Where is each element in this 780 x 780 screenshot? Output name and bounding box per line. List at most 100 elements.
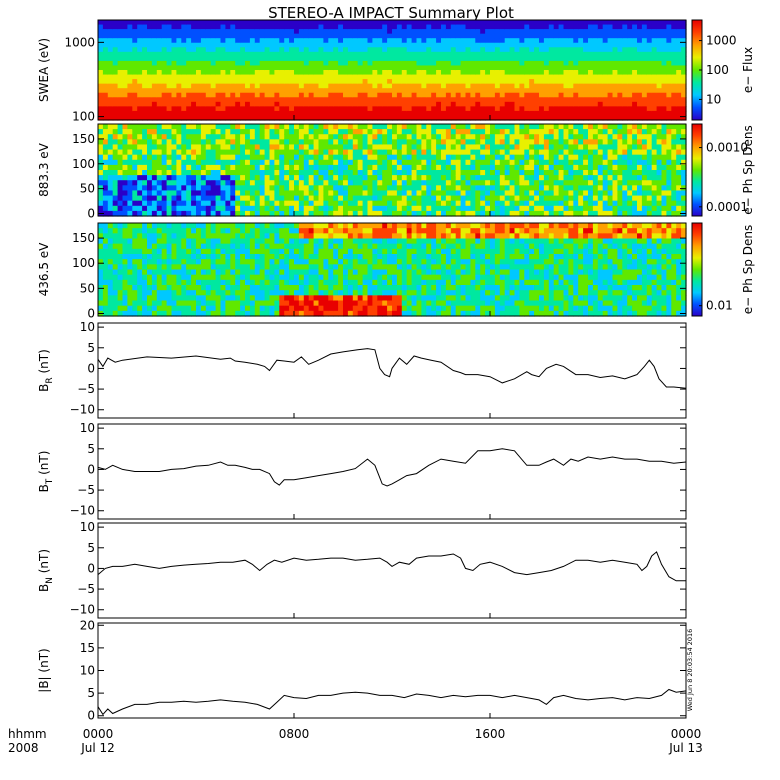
heatmap-cell [588, 38, 594, 44]
heatmap-cell [107, 233, 114, 240]
heatmap-cell [352, 185, 359, 192]
heatmap-cell [646, 51, 653, 57]
heatmap-cell [98, 134, 104, 140]
heatmap-cell [323, 170, 329, 176]
heatmap-cell [651, 101, 658, 107]
heatmap-cell [303, 159, 310, 166]
heatmap-cell [632, 29, 638, 35]
heatmap-cell [328, 101, 334, 107]
heatmap-cell [249, 33, 256, 39]
heatmap-cell [401, 129, 408, 135]
heatmap-cell [406, 200, 413, 207]
heatmap-cell [112, 264, 119, 271]
heatmap-cell [328, 200, 334, 207]
heatmap-cell [676, 88, 682, 94]
heatmap-cell [602, 33, 609, 39]
heatmap-cell [196, 205, 202, 212]
heatmap-cell [117, 248, 124, 255]
heatmap-cell [191, 154, 197, 161]
heatmap-cell [259, 210, 266, 217]
heatmap-cell [416, 24, 422, 30]
heatmap-cell [607, 115, 614, 121]
heatmap-cell [147, 47, 153, 53]
heatmap-cell [367, 149, 373, 156]
heatmap-cell [240, 79, 246, 85]
heatmap-cell [122, 238, 128, 245]
heatmap-cell [651, 170, 658, 176]
heatmap-cell [622, 210, 628, 217]
heatmap-cell [646, 47, 653, 53]
heatmap-cell [524, 51, 530, 57]
heatmap-cell [245, 144, 251, 151]
heatmap-cell [641, 115, 648, 121]
heatmap-cell [534, 33, 540, 39]
heatmap-cell [122, 233, 128, 240]
heatmap-cell [470, 92, 476, 98]
heatmap-cell [416, 79, 422, 85]
heatmap-cell [132, 175, 138, 181]
heatmap-cell [460, 144, 467, 151]
heatmap-cell [475, 33, 481, 39]
heatmap-cell [475, 180, 481, 186]
heatmap-cell [347, 154, 354, 161]
heatmap-cell [539, 60, 545, 67]
heatmap-cell [641, 124, 648, 130]
heatmap-cell [387, 170, 393, 176]
heatmap-cell [661, 149, 667, 156]
heatmap-cell [112, 254, 119, 260]
heatmap-cell [494, 65, 501, 71]
heatmap-cell [249, 154, 256, 161]
heatmap-cell [548, 60, 555, 67]
heatmap-cell [132, 97, 138, 103]
heatmap-cell [455, 60, 462, 67]
heatmap-cell [284, 42, 290, 48]
heatmap-cell [230, 33, 236, 39]
heatmap-cell [352, 210, 359, 217]
heatmap-cell [485, 180, 491, 186]
heatmap-cell [436, 47, 442, 53]
heatmap-cell [627, 190, 633, 197]
heatmap-cell [578, 47, 584, 53]
heatmap-cell [215, 180, 222, 186]
heatmap-cell [563, 124, 569, 130]
heatmap-cell [352, 144, 359, 151]
heatmap-cell [617, 164, 623, 171]
heatmap-cell [117, 279, 124, 286]
heatmap-cell [651, 139, 658, 146]
heatmap-cell [264, 24, 271, 30]
heatmap-cell [377, 51, 383, 57]
heatmap-cell [519, 24, 525, 30]
heatmap-cell [303, 129, 310, 135]
heatmap-cell [186, 175, 192, 181]
heatmap-cell [289, 70, 295, 76]
heatmap-cell [622, 24, 628, 30]
heatmap-cell [122, 200, 128, 207]
heatmap-cell [421, 159, 427, 166]
heatmap-cell [264, 200, 271, 207]
heatmap-cell [249, 24, 256, 30]
heatmap-cell [578, 164, 584, 171]
heatmap-cell [592, 110, 599, 117]
heatmap-cell [367, 124, 373, 130]
heatmap-cell [627, 88, 633, 94]
heatmap-cell [210, 92, 217, 98]
heatmap-cell [196, 106, 202, 112]
heatmap-cell [372, 20, 378, 26]
heatmap-cell [543, 185, 550, 192]
heatmap-cell [181, 29, 187, 35]
heatmap-cell [215, 101, 222, 107]
heatmap-cell [470, 185, 476, 192]
heatmap-cell [156, 149, 163, 156]
heatmap-cell [274, 124, 280, 130]
heatmap-cell [328, 110, 334, 117]
heatmap-cell [666, 190, 672, 197]
heatmap-cell [235, 115, 241, 121]
heatmap-cell [465, 134, 471, 140]
heatmap-cell [298, 124, 305, 130]
heatmap-cell [592, 195, 599, 202]
heatmap-cell [245, 88, 251, 94]
heatmap-cell [455, 185, 462, 192]
heatmap-cell [147, 101, 153, 107]
heatmap-cell [230, 195, 236, 202]
heatmap-cell [651, 33, 658, 39]
